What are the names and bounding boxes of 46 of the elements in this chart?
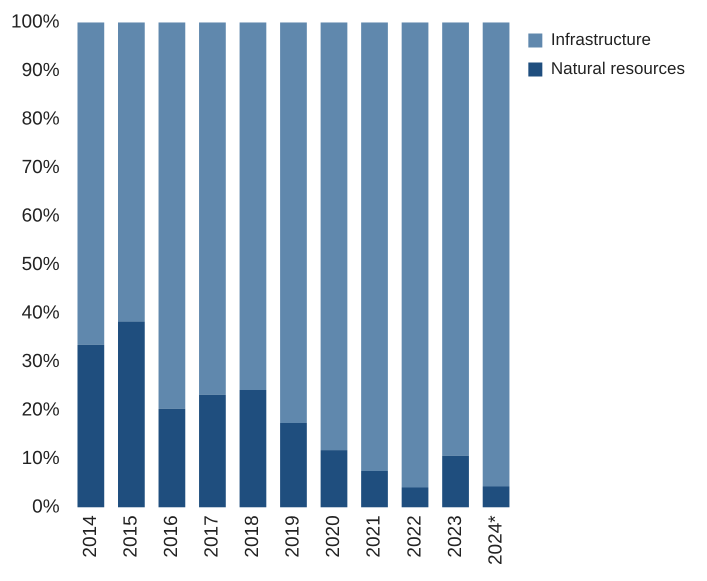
bar (361, 470, 388, 508)
legend-label: Infrastructure (550, 30, 651, 50)
x-tick-label: 2018 (242, 515, 264, 558)
bar (402, 487, 428, 508)
bar (442, 22, 469, 456)
bar (77, 22, 104, 345)
bar (361, 22, 388, 471)
y-tick-label: 100% (10, 12, 60, 33)
bar (482, 22, 510, 486)
y-tick-label: 60% (22, 206, 60, 227)
bar (158, 22, 186, 409)
bar (199, 394, 226, 508)
bar (402, 22, 428, 488)
y-tick-label: 70% (22, 157, 60, 178)
bar (240, 22, 266, 390)
x-tick-label: 2022 (404, 515, 426, 558)
bar (320, 450, 348, 508)
y-tick-label: 20% (22, 400, 60, 421)
bar (280, 422, 307, 508)
x-tick-label: 2016 (161, 515, 182, 558)
bar (158, 408, 186, 508)
bar (442, 456, 469, 508)
legend-label: Natural resources (550, 59, 686, 78)
bar (118, 322, 145, 508)
x-tick-label: 2024* (485, 514, 506, 566)
y-tick-label: 10% (22, 448, 60, 470)
bar (320, 22, 348, 450)
bar (240, 390, 266, 508)
x-tick-label: 2014 (80, 514, 102, 558)
y-tick-label: 90% (22, 60, 60, 82)
bar (77, 344, 104, 508)
x-tick-label: 2021 (364, 515, 385, 558)
bar (118, 22, 145, 322)
bar (482, 486, 510, 508)
x-tick-label: 2020 (323, 515, 344, 558)
x-tick-label: 2019 (282, 515, 304, 558)
bar (199, 22, 226, 395)
x-tick-label: 2015 (120, 515, 142, 558)
y-tick-label: 0% (32, 496, 60, 518)
bar (280, 22, 307, 423)
y-tick-label: 50% (22, 254, 60, 276)
y-tick-label: 80% (22, 108, 60, 130)
y-tick-label: 30% (22, 351, 60, 372)
x-tick-label: 2017 (202, 515, 223, 558)
y-tick-label: 40% (22, 302, 60, 324)
x-tick-label: 2023 (444, 515, 466, 558)
